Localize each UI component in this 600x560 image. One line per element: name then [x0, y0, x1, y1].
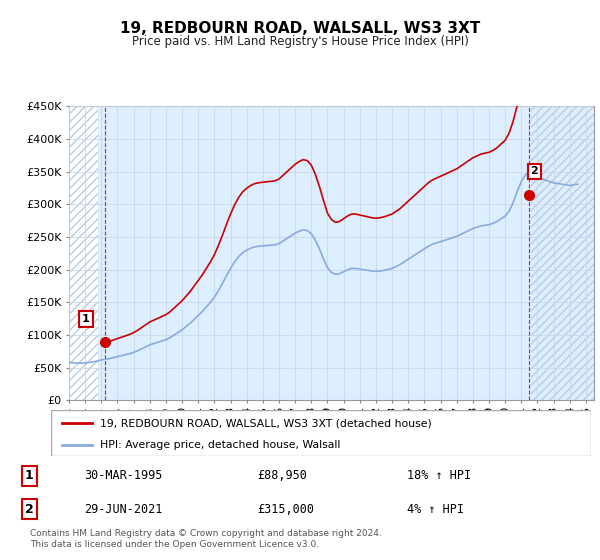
Text: 2: 2: [530, 166, 538, 176]
Bar: [69, 106, 98, 400]
FancyBboxPatch shape: [51, 410, 591, 456]
Text: 18% ↑ HPI: 18% ↑ HPI: [407, 469, 471, 483]
Text: £315,000: £315,000: [257, 503, 314, 516]
Text: 2: 2: [25, 503, 34, 516]
Text: 1: 1: [25, 469, 34, 483]
Text: 1: 1: [82, 314, 90, 324]
Text: £88,950: £88,950: [257, 469, 307, 483]
Text: 19, REDBOURN ROAD, WALSALL, WS3 3XT (detached house): 19, REDBOURN ROAD, WALSALL, WS3 3XT (det…: [100, 418, 431, 428]
Text: Contains HM Land Registry data © Crown copyright and database right 2024.
This d: Contains HM Land Registry data © Crown c…: [30, 529, 382, 549]
Text: 30-MAR-1995: 30-MAR-1995: [84, 469, 163, 483]
Bar: [98, 106, 531, 400]
Text: 4% ↑ HPI: 4% ↑ HPI: [407, 503, 464, 516]
Text: HPI: Average price, detached house, Walsall: HPI: Average price, detached house, Wals…: [100, 440, 340, 450]
Text: Price paid vs. HM Land Registry's House Price Index (HPI): Price paid vs. HM Land Registry's House …: [131, 35, 469, 48]
Text: 29-JUN-2021: 29-JUN-2021: [84, 503, 163, 516]
Text: 19, REDBOURN ROAD, WALSALL, WS3 3XT: 19, REDBOURN ROAD, WALSALL, WS3 3XT: [120, 21, 480, 36]
Bar: [531, 106, 594, 400]
